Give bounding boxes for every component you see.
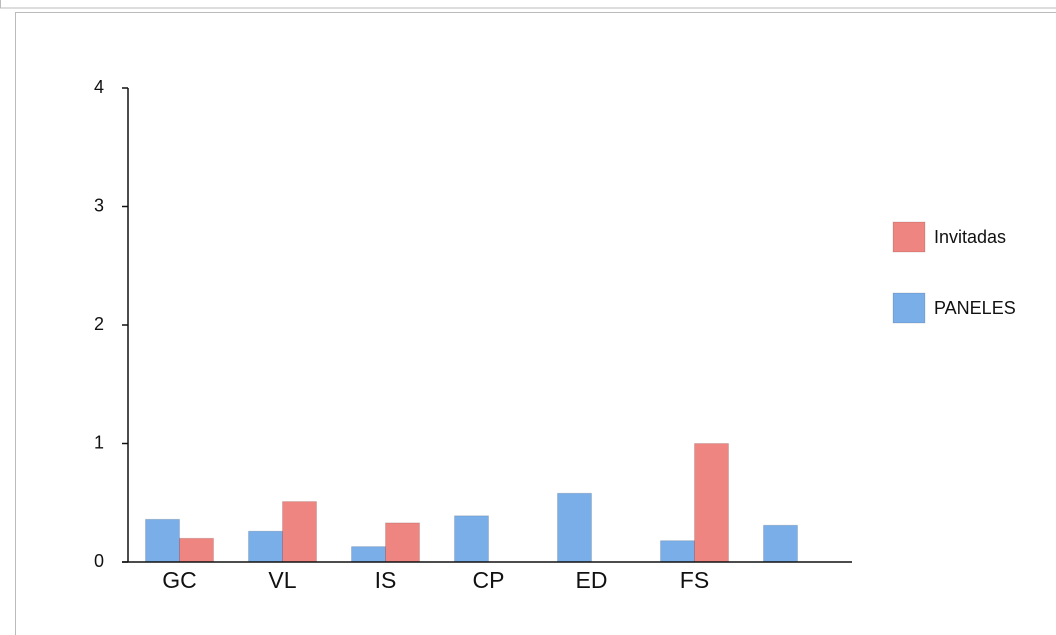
bar	[694, 443, 729, 563]
x-tick-label: FS	[680, 567, 709, 593]
legend-swatch	[892, 292, 926, 324]
outer-frame	[0, 0, 1056, 9]
bar	[282, 501, 317, 563]
y-tick-label: 0	[94, 551, 104, 571]
legend-label: PANELES	[934, 298, 1016, 318]
x-tick-label: IS	[375, 567, 397, 593]
bar	[557, 492, 592, 563]
bar	[660, 540, 695, 563]
y-tick-label: 4	[94, 77, 104, 97]
x-tick-label: ED	[576, 567, 608, 593]
x-tick-label: VL	[268, 567, 296, 593]
bar	[763, 524, 798, 563]
chart-frame	[15, 12, 1056, 635]
bar	[385, 522, 420, 563]
bar	[351, 546, 386, 563]
bar	[145, 518, 180, 563]
bar	[248, 530, 283, 563]
legend-swatch	[892, 221, 926, 253]
y-tick-label: 2	[94, 314, 104, 334]
bar	[179, 537, 214, 563]
legend-label: Invitadas	[934, 227, 1006, 247]
y-tick-label: 1	[94, 432, 104, 452]
x-tick-label: CP	[473, 567, 505, 593]
x-tick-label: GC	[162, 567, 197, 593]
y-tick-label: 3	[94, 195, 104, 215]
bar	[454, 515, 489, 563]
